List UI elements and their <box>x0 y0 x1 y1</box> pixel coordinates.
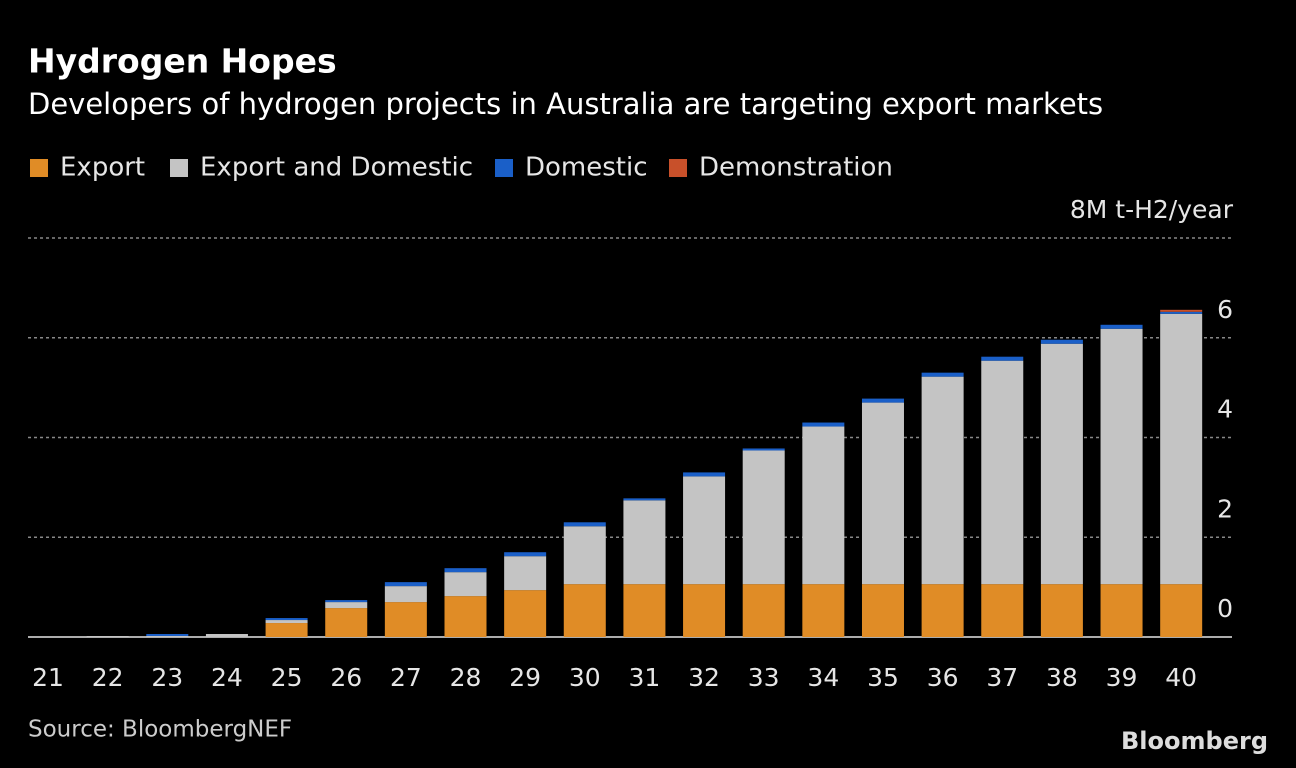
bar-segment <box>205 634 248 637</box>
legend-swatch <box>495 159 513 177</box>
chart-title: Hydrogen Hopes <box>28 42 337 81</box>
x-tick-label: 25 <box>271 663 303 692</box>
brand: Bloomberg <box>1121 727 1268 755</box>
y-tick-label: 8M t-H2/year <box>1070 195 1234 224</box>
bar-segment <box>444 596 487 637</box>
x-tick-label: 24 <box>211 663 243 692</box>
x-tick-label: 40 <box>1165 663 1197 692</box>
bar-segment <box>563 522 606 527</box>
bar-segment <box>802 584 845 637</box>
x-tick-label: 34 <box>807 663 839 692</box>
bar-segment <box>265 620 308 624</box>
x-tick-label: 38 <box>1046 663 1078 692</box>
bar-segment <box>146 634 189 637</box>
x-tick-label: 31 <box>629 663 661 692</box>
x-tick-label: 32 <box>688 663 720 692</box>
bar-segment <box>146 636 189 637</box>
bar-segment <box>683 476 726 585</box>
bar-segment <box>325 602 368 609</box>
y-tick-label: 6 <box>1217 295 1233 324</box>
x-tick-label: 28 <box>450 663 482 692</box>
bar-segment <box>384 586 427 603</box>
bar-segment <box>504 590 547 637</box>
legend-swatch <box>170 159 188 177</box>
bar-segment <box>742 450 785 585</box>
bar-segment <box>981 584 1024 637</box>
bar-segment <box>742 584 785 637</box>
bar-segment <box>1100 584 1143 637</box>
bar-segment <box>504 552 547 557</box>
bar-segment <box>861 584 904 637</box>
bar-segment <box>802 422 845 427</box>
bar-segment <box>325 608 368 637</box>
x-tick-label: 39 <box>1106 663 1138 692</box>
y-tick-label: 0 <box>1217 594 1233 623</box>
bar-segment <box>802 426 845 585</box>
x-tick-label: 23 <box>151 663 183 692</box>
bar-segment <box>1160 313 1203 585</box>
legend-swatch <box>669 159 687 177</box>
bar-segment <box>444 572 487 597</box>
bar-segment <box>981 360 1024 585</box>
y-tick-label: 2 <box>1217 494 1233 523</box>
bar-segment <box>623 584 666 637</box>
x-tick-label: 37 <box>986 663 1018 692</box>
legend-label: Demonstration <box>699 153 893 183</box>
chart-subtitle: Developers of hydrogen projects in Austr… <box>28 87 1103 121</box>
bar-segment <box>1100 328 1143 585</box>
bar-segment <box>1160 309 1203 312</box>
bar-segment <box>504 556 547 591</box>
x-tick-label: 26 <box>330 663 362 692</box>
bar-segment <box>265 623 308 637</box>
x-tick-label: 29 <box>509 663 541 692</box>
bar-segment <box>1040 339 1083 344</box>
bar-segment <box>86 636 129 637</box>
bar-segment <box>384 602 427 637</box>
bar-segment <box>742 448 785 451</box>
x-tick-label: 33 <box>748 663 780 692</box>
x-tick-label: 35 <box>867 663 899 692</box>
bar-segment <box>921 376 964 585</box>
bar-segment <box>921 584 964 637</box>
bar-segment <box>861 402 904 585</box>
legend-label: Export <box>60 153 145 183</box>
bar-segment <box>1100 324 1143 329</box>
bar-segment <box>861 398 904 403</box>
source: Source: BloombergNEF <box>28 717 292 743</box>
bar-segment <box>623 500 666 585</box>
bar-segment <box>444 568 487 573</box>
bar-segment <box>325 600 368 603</box>
x-tick-label: 36 <box>927 663 959 692</box>
bar-segment <box>683 584 726 637</box>
bar-segment <box>921 372 964 377</box>
y-tick-label: 4 <box>1217 395 1233 424</box>
bar-segment <box>1160 584 1203 637</box>
x-tick-label: 27 <box>390 663 422 692</box>
legend-swatch <box>30 159 48 177</box>
legend-label: Domestic <box>525 153 648 183</box>
legend-label: Export and Domestic <box>200 153 473 183</box>
bar-segment <box>981 356 1024 361</box>
bar-segment <box>683 472 726 477</box>
bar-segment <box>1040 584 1083 637</box>
bar-segment <box>563 584 606 637</box>
bar-segment <box>1040 343 1083 585</box>
bar-segment <box>1160 311 1203 314</box>
bar-segment <box>384 582 427 587</box>
x-tick-label: 22 <box>92 663 124 692</box>
bar-segment <box>623 498 666 501</box>
x-tick-label: 21 <box>32 663 64 692</box>
bar-segment <box>265 618 308 621</box>
bar-segment <box>563 526 606 585</box>
x-tick-label: 30 <box>569 663 601 692</box>
